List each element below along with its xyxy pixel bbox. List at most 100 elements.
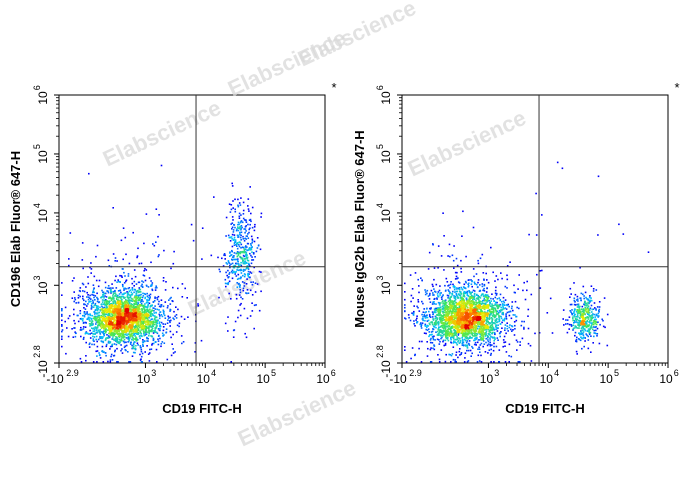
event-point [239, 314, 242, 317]
event-point [446, 337, 449, 339]
event-point [413, 320, 415, 322]
event-point [115, 309, 117, 311]
event-point [431, 322, 433, 324]
event-point [579, 339, 582, 342]
event-point [240, 302, 242, 305]
event-point [438, 339, 440, 341]
event-point [497, 304, 499, 306]
event-point [453, 332, 456, 335]
event-point [438, 326, 440, 329]
event-point [494, 292, 497, 294]
event-point [477, 310, 480, 313]
event-point [577, 319, 580, 322]
event-point [123, 323, 125, 326]
event-point [434, 317, 437, 320]
event-point [126, 322, 128, 324]
event-point [144, 296, 147, 299]
event-point [247, 198, 250, 200]
event-point [468, 340, 471, 342]
event-point [117, 313, 119, 315]
event-point [433, 267, 436, 269]
event-point [114, 257, 117, 259]
event-point [244, 269, 246, 271]
event-point [61, 329, 64, 331]
event-point [418, 340, 421, 343]
event-point [238, 217, 241, 219]
event-point [101, 317, 104, 320]
event-point [142, 345, 144, 347]
event-point [471, 333, 473, 336]
event-point [257, 244, 260, 246]
event-point [476, 294, 478, 296]
event-point [432, 313, 434, 315]
event-point [230, 254, 232, 256]
event-point [123, 282, 126, 284]
event-point [132, 337, 134, 339]
event-point [78, 289, 81, 292]
event-point [139, 321, 142, 324]
event-point [452, 302, 455, 304]
event-point [421, 322, 424, 324]
event-point [88, 343, 91, 346]
event-point [154, 341, 157, 343]
event-point [461, 297, 463, 300]
event-point [138, 291, 140, 294]
event-point [224, 322, 227, 325]
event-point [61, 282, 63, 284]
event-point [473, 335, 475, 337]
event-point [489, 337, 491, 339]
event-point [133, 303, 136, 306]
event-point [482, 272, 485, 274]
event-point [437, 324, 440, 326]
event-point [90, 298, 92, 300]
event-point [115, 306, 118, 309]
event-point [477, 281, 479, 284]
event-point [146, 320, 148, 322]
event-point [98, 314, 101, 317]
event-point [449, 310, 452, 313]
event-point [485, 299, 488, 302]
event-point [245, 230, 247, 232]
event-point [246, 254, 248, 256]
event-point [241, 226, 243, 229]
event-point [148, 330, 151, 333]
event-point [481, 299, 484, 302]
event-point [129, 328, 132, 330]
event-point [466, 337, 468, 340]
event-point [105, 313, 107, 316]
event-point [476, 309, 478, 312]
event-point [155, 316, 158, 318]
event-point [153, 312, 155, 314]
event-point [115, 340, 117, 342]
event-point [445, 335, 447, 338]
event-point [107, 335, 110, 337]
event-point [92, 299, 94, 302]
event-point [159, 337, 161, 340]
event-point [162, 334, 164, 337]
event-point [444, 307, 447, 309]
event-point [131, 289, 134, 291]
event-point [93, 328, 96, 331]
event-point [89, 266, 91, 269]
event-point [107, 291, 110, 294]
event-point [175, 331, 178, 333]
event-point [462, 294, 465, 296]
event-point [151, 327, 154, 330]
event-point [451, 308, 454, 310]
event-point [473, 298, 476, 301]
event-point [446, 333, 449, 336]
event-point [232, 336, 235, 338]
event-point [235, 293, 238, 296]
event-point [482, 289, 484, 292]
event-point [447, 300, 450, 303]
event-point [450, 296, 452, 298]
event-point [233, 264, 236, 267]
event-point [122, 301, 124, 304]
event-point [467, 342, 470, 345]
event-point [131, 303, 134, 306]
event-point [231, 233, 234, 236]
event-point [237, 242, 239, 244]
event-point [129, 295, 132, 298]
event-point [128, 262, 131, 265]
event-point [145, 331, 148, 334]
